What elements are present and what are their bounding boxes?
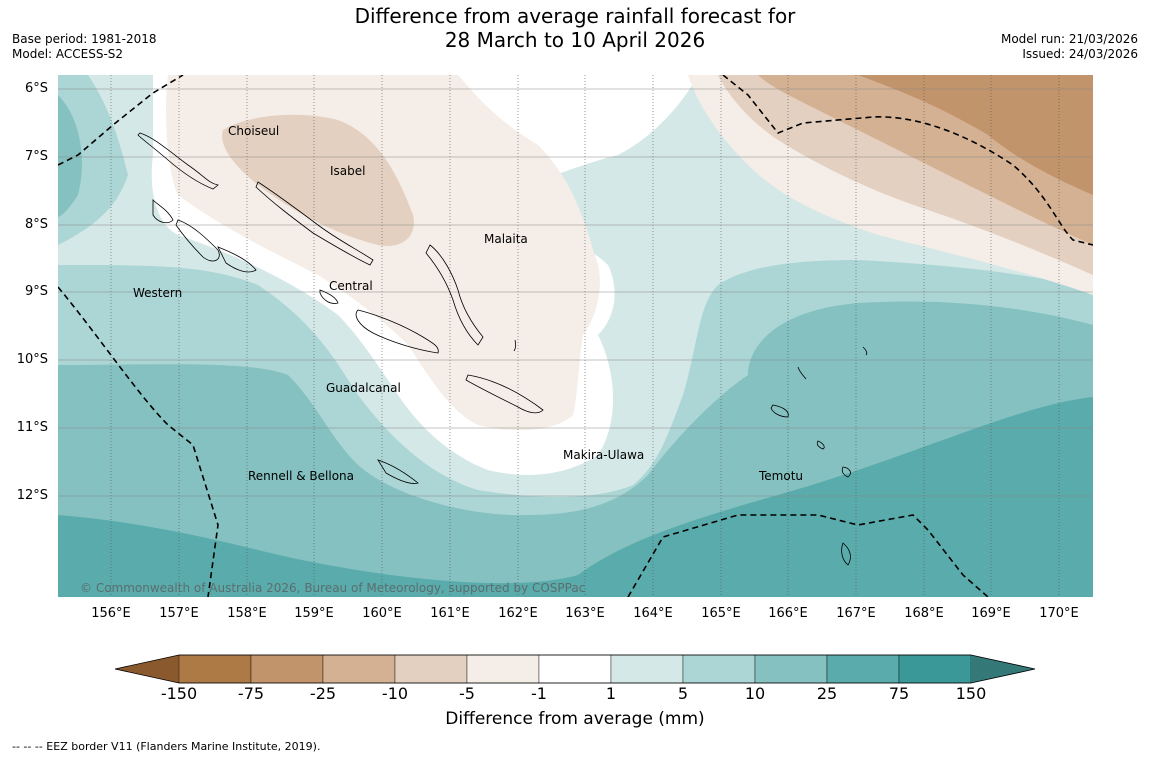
colorbar-tick: 25	[816, 684, 838, 703]
label-western: Western	[133, 286, 182, 300]
colorbar-segment	[610, 654, 684, 684]
label-guadalcanal: Guadalcanal	[326, 381, 401, 395]
colorbar-tick: 150	[955, 684, 987, 703]
lon-label-170e: 170°E	[1039, 606, 1079, 621]
colorbar-segment	[682, 654, 756, 684]
lat-label-7s: 7°S	[24, 149, 48, 164]
lon-label-159e: 159°E	[294, 606, 334, 621]
lat-label-6s: 6°S	[24, 81, 48, 96]
colorbar-tick: 10	[744, 684, 766, 703]
map-title-line-1: Difference from average rainfall forecas…	[354, 4, 796, 28]
colorbar-tick: -75	[237, 684, 265, 703]
colorbar-tick: 5	[677, 684, 689, 703]
rainfall-difference-map: Choiseul Isabel Malaita Western Central …	[58, 75, 1093, 597]
longitude-gridlines	[110, 75, 1060, 597]
label-isabel: Isabel	[330, 164, 365, 178]
lon-label-167e: 167°E	[836, 606, 876, 621]
lon-label-160e: 160°E	[362, 606, 402, 621]
colorbar-segment	[250, 654, 324, 684]
label-temotu: Temotu	[758, 469, 803, 483]
label-malaita: Malaita	[484, 232, 528, 246]
latitude-gridlines	[58, 88, 1093, 497]
lon-label-157e: 157°E	[159, 606, 199, 621]
lat-label-9s: 9°S	[24, 284, 48, 299]
colorbar-title: Difference from average (mm)	[445, 709, 705, 729]
model-run-label: Model run: 21/03/2026	[1000, 32, 1138, 46]
lat-label-8s: 8°S	[24, 217, 48, 232]
lon-label-163e: 163°E	[565, 606, 605, 621]
colorbar-tick: -150	[160, 684, 198, 703]
lon-label-162e: 162°E	[498, 606, 538, 621]
lon-label-169e: 169°E	[971, 606, 1011, 621]
colorbar-tick: -25	[309, 684, 337, 703]
colorbar-tick: -10	[381, 684, 409, 703]
label-choiseul: Choiseul	[228, 124, 279, 138]
copyright-notice: © Commonwealth of Australia 2026, Bureau…	[80, 581, 585, 595]
lon-label-165e: 165°E	[701, 606, 741, 621]
base-period-label: Base period: 1981-2018	[12, 32, 157, 46]
colorbar-segment	[466, 654, 540, 684]
map-title-line-2: 28 March to 10 April 2026	[444, 28, 706, 52]
lon-label-166e: 166°E	[768, 606, 808, 621]
colorbar-segment	[394, 654, 468, 684]
colorbar-high-triangle	[971, 655, 1035, 683]
lon-label-168e: 168°E	[904, 606, 944, 621]
colorbar-segment	[178, 654, 252, 684]
colorbar-segment	[322, 654, 396, 684]
label-rennell-bellona: Rennell & Bellona	[248, 469, 354, 483]
label-makira-ulawa: Makira-Ulawa	[563, 448, 644, 462]
colorbar-segment	[754, 654, 828, 684]
eez-legend-note: -- -- -- EEZ border V11 (Flanders Marine…	[12, 740, 321, 753]
colorbar-segment	[826, 654, 900, 684]
model-label: Model: ACCESS-S2	[12, 47, 124, 61]
label-central: Central	[329, 279, 373, 293]
colorbar	[114, 654, 1036, 684]
colorbar-low-triangle	[115, 655, 179, 683]
lon-label-156e: 156°E	[91, 606, 131, 621]
coastlines	[137, 132, 868, 566]
lon-label-158e: 158°E	[227, 606, 267, 621]
colorbar-tick: -5	[459, 684, 475, 703]
colorbar-segment	[538, 654, 612, 684]
colorbar-tick: 75	[888, 684, 910, 703]
colorbar-segment	[898, 654, 972, 684]
contour-fills	[58, 75, 1093, 597]
colorbar-tick: -1	[531, 684, 547, 703]
lat-label-12s: 12°S	[16, 488, 48, 503]
lon-label-161e: 161°E	[430, 606, 470, 621]
lat-label-11s: 11°S	[16, 420, 48, 435]
eez-border	[58, 75, 1093, 597]
lon-label-164e: 164°E	[633, 606, 673, 621]
lat-label-10s: 10°S	[16, 352, 48, 367]
province-labels: Choiseul Isabel Malaita Western Central …	[133, 124, 803, 483]
colorbar-tick: 1	[605, 684, 617, 703]
issued-label: Issued: 24/03/2026	[1022, 47, 1138, 61]
